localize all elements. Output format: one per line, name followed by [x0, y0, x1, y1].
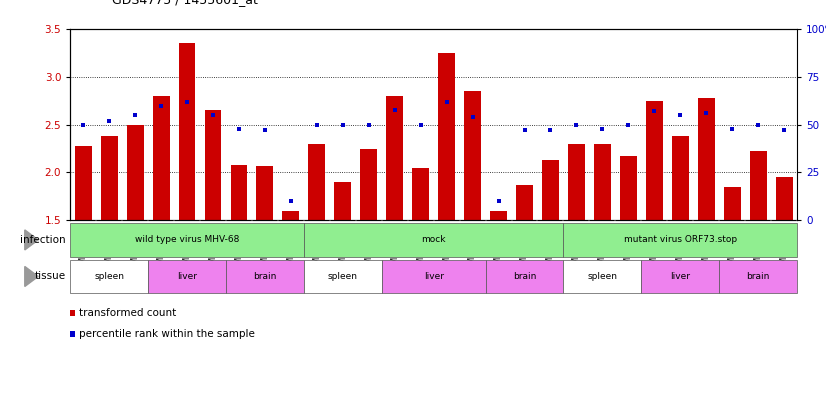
Text: GSM1243458: GSM1243458: [390, 222, 399, 273]
Text: GSM1243462: GSM1243462: [157, 222, 165, 273]
Bar: [464, 92, 481, 220]
Text: liver: liver: [424, 272, 444, 281]
Text: GSM1243469: GSM1243469: [339, 222, 347, 274]
Bar: [153, 96, 169, 220]
Bar: [205, 110, 221, 220]
Polygon shape: [25, 230, 38, 250]
Text: GSM1243484: GSM1243484: [753, 222, 762, 273]
Bar: [776, 177, 792, 220]
Bar: [594, 144, 610, 220]
Bar: [148, 260, 226, 293]
Bar: [304, 260, 382, 293]
Text: GSM1243480: GSM1243480: [235, 222, 244, 273]
Bar: [335, 182, 351, 220]
Text: wild type virus MHV-68: wild type virus MHV-68: [135, 235, 240, 244]
Polygon shape: [25, 266, 38, 286]
Text: GSM1243465: GSM1243465: [650, 222, 659, 274]
Text: spleen: spleen: [587, 272, 617, 281]
Text: mock: mock: [421, 235, 446, 244]
Text: GSM1243471: GSM1243471: [78, 222, 88, 273]
Text: GSM1243461: GSM1243461: [468, 222, 477, 273]
Bar: [101, 136, 117, 220]
Text: GSM1243485: GSM1243485: [780, 222, 789, 273]
Bar: [490, 211, 507, 220]
Text: GSM1243477: GSM1243477: [494, 222, 503, 274]
Bar: [126, 125, 144, 220]
Text: liver: liver: [670, 272, 691, 281]
Text: liver: liver: [177, 272, 197, 281]
Bar: [719, 260, 797, 293]
Bar: [230, 165, 248, 220]
Text: GSM1243470: GSM1243470: [364, 222, 373, 274]
Bar: [698, 98, 714, 220]
Bar: [672, 136, 689, 220]
Bar: [387, 96, 403, 220]
Text: GSM1243468: GSM1243468: [312, 222, 321, 273]
Text: GSM1243476: GSM1243476: [624, 222, 633, 274]
Bar: [226, 260, 304, 293]
Text: GSM1243467: GSM1243467: [702, 222, 710, 274]
Text: GSM1243479: GSM1243479: [546, 222, 555, 274]
Bar: [70, 260, 148, 293]
Text: GSM1243474: GSM1243474: [572, 222, 581, 274]
Bar: [563, 260, 641, 293]
Bar: [438, 53, 455, 220]
Bar: [382, 260, 486, 293]
Text: mutant virus ORF73.stop: mutant virus ORF73.stop: [624, 235, 737, 244]
Bar: [516, 185, 533, 220]
Text: transformed count: transformed count: [79, 308, 177, 318]
Text: brain: brain: [254, 272, 277, 281]
Bar: [360, 149, 377, 220]
Text: brain: brain: [513, 272, 536, 281]
Text: GSM1243459: GSM1243459: [416, 222, 425, 274]
Bar: [304, 223, 563, 257]
Bar: [178, 43, 196, 220]
Text: GSM1243473: GSM1243473: [131, 222, 140, 274]
Bar: [563, 223, 797, 257]
Bar: [641, 260, 719, 293]
Text: GSM1243475: GSM1243475: [598, 222, 607, 274]
Text: GSM1243481: GSM1243481: [260, 222, 269, 273]
Bar: [486, 260, 563, 293]
Text: GSM1243466: GSM1243466: [676, 222, 685, 274]
Text: infection: infection: [21, 235, 66, 245]
Text: tissue: tissue: [35, 272, 66, 281]
Text: GSM1243478: GSM1243478: [520, 222, 529, 273]
Bar: [308, 144, 325, 220]
Bar: [620, 156, 637, 220]
Bar: [542, 160, 559, 220]
Text: spleen: spleen: [94, 272, 124, 281]
Text: GSM1243464: GSM1243464: [208, 222, 217, 274]
Text: GSM1243460: GSM1243460: [442, 222, 451, 274]
Bar: [568, 144, 585, 220]
Bar: [75, 146, 92, 220]
Text: GSM1243463: GSM1243463: [183, 222, 192, 274]
Bar: [70, 223, 304, 257]
Text: GDS4775 / 1455601_at: GDS4775 / 1455601_at: [112, 0, 258, 6]
Text: GSM1243483: GSM1243483: [728, 222, 737, 273]
Text: percentile rank within the sample: percentile rank within the sample: [79, 329, 255, 339]
Text: brain: brain: [747, 272, 770, 281]
Bar: [750, 151, 767, 220]
Text: GSM1243482: GSM1243482: [287, 222, 296, 273]
Bar: [724, 187, 741, 220]
Bar: [412, 168, 430, 220]
Bar: [646, 101, 662, 220]
Bar: [256, 166, 273, 220]
Text: GSM1243472: GSM1243472: [105, 222, 114, 273]
Text: spleen: spleen: [328, 272, 358, 281]
Bar: [282, 211, 299, 220]
